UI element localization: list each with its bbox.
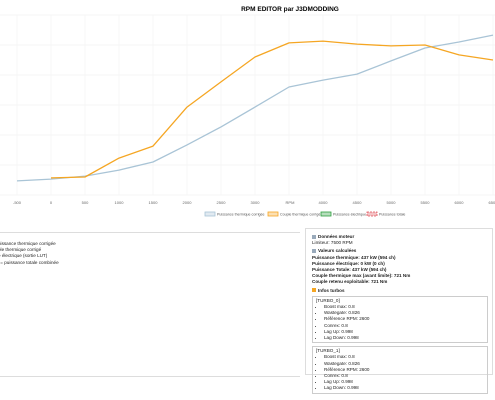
note: l = puissance totale combinée: [0, 259, 59, 265]
computed-line: Couple retenu exploitable: 721 Nm: [312, 279, 388, 285]
note: e électrique (sortie LUT): [0, 253, 48, 259]
turbo-block: [TURBO_1]Boost max: 0.8Wastegate: 0.826R…: [312, 346, 488, 394]
x-tick-label: -500: [13, 200, 22, 205]
computed-title-text: Valeurs calculées: [318, 248, 357, 254]
turbo-items: Boost max: 0.8Wastegate: 0.826Référence …: [316, 354, 484, 391]
computed-title: Valeurs calculées: [312, 248, 492, 254]
legend-swatch: [267, 211, 279, 217]
x-tick-label: 2000: [183, 200, 193, 205]
x-tick-label: 3000: [251, 200, 261, 205]
computed-line: Puissance thermique: 437 kW (594 ch): [312, 254, 396, 260]
legend-swatch: [204, 211, 216, 217]
turbo-name: [TURBO_1]: [316, 348, 340, 354]
turbo-items: Boost max: 0.8Wastegate: 0.826Référence …: [316, 304, 484, 341]
info-panel: Données moteur Limiteur: 7500 RPM Valeur…: [305, 228, 493, 394]
turbo-item: Conrex: 0.8: [324, 373, 484, 379]
engine-title: Données moteur: [312, 234, 492, 240]
turbo-item: Lag Up: 0.998: [324, 329, 484, 335]
x-tick-label: 0: [50, 200, 53, 205]
turbo-item: Wastegate: 0.826: [324, 310, 484, 316]
turbo-item: Wastegate: 0.826: [324, 361, 484, 367]
legend: Puissance thermique corrigée Couple therm…: [204, 211, 405, 217]
turbo-name: [TURBO_0]: [316, 297, 340, 303]
computed-line: Puissance Totale: 437 kW (594 ch): [312, 267, 387, 273]
engine-title-text: Données moteur: [318, 234, 355, 239]
legend-label: Puissance totale: [379, 213, 405, 217]
turbo-blocks: [TURBO_0]Boost max: 0.8Wastegate: 0.826R…: [312, 295, 492, 394]
chart-title: RPM EDITOR par J3DMODDING: [241, 6, 339, 13]
x-tick-label: 5500: [421, 200, 431, 205]
legend-label: Puissance thermique corrigée: [217, 213, 265, 217]
computed-lines: Puissance thermique: 437 kW (594 ch) Puis…: [312, 255, 492, 286]
x-tick-label: 4000: [319, 200, 329, 205]
legend-swatch: [366, 211, 378, 217]
turbo-item: Référence RPM: 2600: [324, 367, 484, 373]
legend-label: Puissance électrique: [333, 213, 366, 217]
x-tick-label: 1500: [149, 200, 159, 205]
x-tick-label: 4500: [353, 200, 363, 205]
legend-swatch: [320, 211, 332, 217]
series-line: [50, 40, 494, 179]
note: uissance thermique corrigée: [0, 241, 56, 246]
series-line: [16, 34, 494, 182]
legend-label: Couple thermique corrigé: [280, 213, 320, 217]
x-axis-title: RPM: [286, 200, 295, 205]
turbo-block: [TURBO_0]Boost max: 0.8Wastegate: 0.826R…: [312, 295, 488, 344]
lines: [16, 34, 494, 182]
turbo-item: Référence RPM: 2600: [324, 316, 484, 322]
note: ple thermique corrigé: [0, 247, 42, 253]
x-tick-label: 500: [82, 200, 89, 205]
turbos-title-text: Infos turbos: [318, 287, 345, 293]
chart: RPM EDITOR par J3DMODDING RPM -500 0 500 10…: [0, 6, 495, 217]
turbo-item: Boost max: 0.8: [324, 304, 484, 310]
x-tick-label: 6000: [455, 200, 465, 205]
turbo-item: Lag Down: 0.998: [324, 335, 484, 341]
x-tick-label: 2500: [217, 200, 227, 205]
x-tick-label: 5000: [387, 200, 397, 205]
turbo-item: Lag Down: 0.998: [324, 385, 484, 391]
turbo-item: Conrex: 0.8: [324, 323, 484, 329]
turbo-item: Boost max: 0.8: [324, 354, 484, 360]
x-tick-label: 1000: [115, 200, 125, 205]
x-tick-label: 6500: [489, 200, 495, 205]
limiter: Limiteur: 7500 RPM: [312, 240, 353, 246]
legend-notes: uissance thermique corrigée ple thermique…: [0, 232, 300, 377]
turbos-title: Infos turbos: [312, 288, 492, 294]
computed-line: Puissance électrique: 0 kW (0 ch): [312, 260, 385, 266]
turbo-item: Lag Up: 0.998: [324, 379, 484, 385]
computed-line: Couple thermique max (avant limite): 721…: [312, 273, 411, 279]
